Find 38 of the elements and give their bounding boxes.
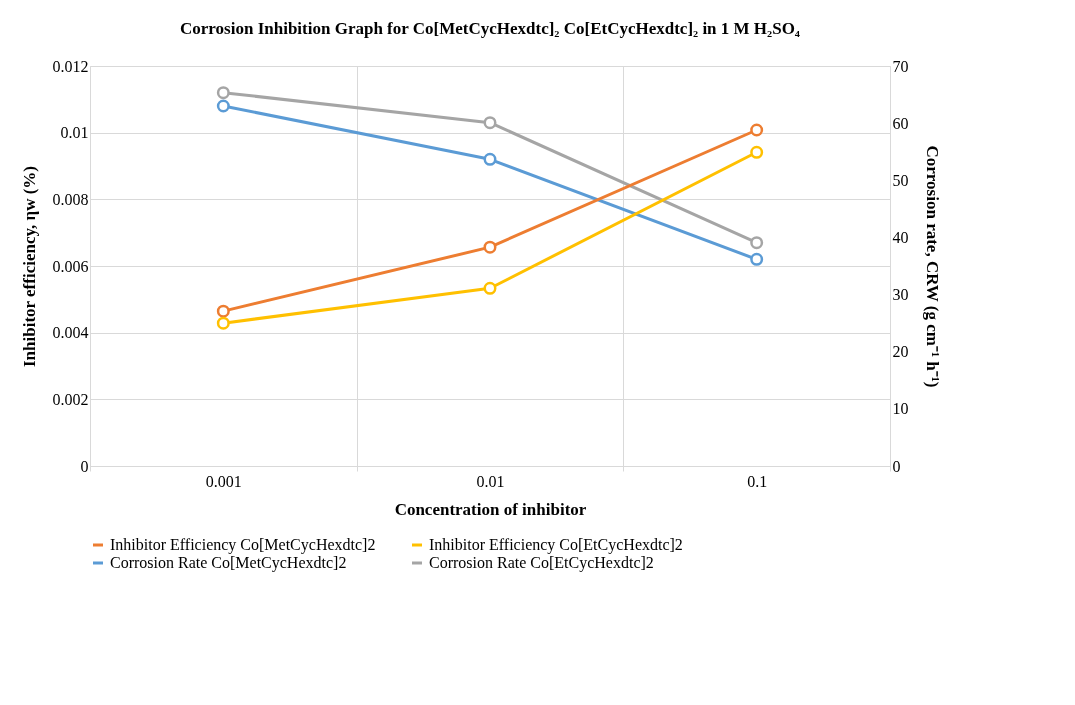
- y-tick-label: 0.004: [52, 324, 89, 342]
- y2-tick-label: 40: [892, 228, 909, 246]
- y-axis-title: Inhibitor efficiency, ηw (%): [19, 165, 39, 368]
- y2-tick-label: 30: [892, 286, 909, 304]
- y2-axis-title: Corrosion rate, CRW (g cm⁻¹ h⁻¹): [922, 145, 942, 388]
- y-tick-label: 0: [80, 457, 89, 475]
- y-tick-label: 0.01: [60, 124, 89, 142]
- y2-tick-label: 70: [892, 57, 909, 75]
- y-tick-label: 0.006: [52, 257, 89, 275]
- point: [750, 252, 764, 266]
- point: [216, 316, 230, 330]
- y-tick-label: 0.008: [52, 190, 89, 208]
- legend-label: Inhibitor Efficiency Co[MetCycHexdtc]2: [110, 536, 376, 554]
- y2-tick-label: 60: [892, 114, 909, 132]
- chart-title: Corrosion Inhibition Graph for Co[MetCycHexdtc]₂ Co[EtCycHexdtc]₂ in 1 M H₂SO₄: [180, 19, 800, 38]
- y-tick-label: 0.012: [52, 57, 89, 75]
- x-tick-label: 0.01: [476, 472, 505, 490]
- x-axis-title: Concentration of inhibitor: [394, 499, 587, 519]
- point: [216, 86, 230, 100]
- legend-label: Inhibitor Efficiency Co[EtCycHexdtc]2: [429, 536, 683, 554]
- x-tick-label: 0.1: [747, 472, 768, 490]
- point: [216, 99, 230, 113]
- point: [483, 240, 497, 254]
- point: [483, 116, 497, 130]
- y2-tick-label: 0: [892, 457, 901, 475]
- y2-tick-label: 20: [892, 343, 909, 361]
- legend-label: Corrosion Rate Co[MetCycHexdtc]2: [110, 554, 347, 572]
- point: [216, 304, 230, 318]
- y2-tick-label: 50: [892, 171, 909, 189]
- point: [483, 281, 497, 295]
- point: [483, 152, 497, 166]
- point: [750, 236, 764, 250]
- point: [750, 145, 764, 159]
- point: [750, 123, 764, 137]
- y-tick-label: 0.002: [52, 390, 89, 408]
- legend-label: Corrosion Rate Co[EtCycHexdtc]2: [429, 554, 654, 572]
- x-tick-label: 0.001: [205, 472, 242, 490]
- y2-tick-label: 10: [892, 400, 909, 418]
